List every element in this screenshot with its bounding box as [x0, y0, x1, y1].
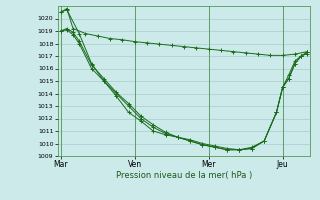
X-axis label: Pression niveau de la mer( hPa ): Pression niveau de la mer( hPa ): [116, 171, 252, 180]
